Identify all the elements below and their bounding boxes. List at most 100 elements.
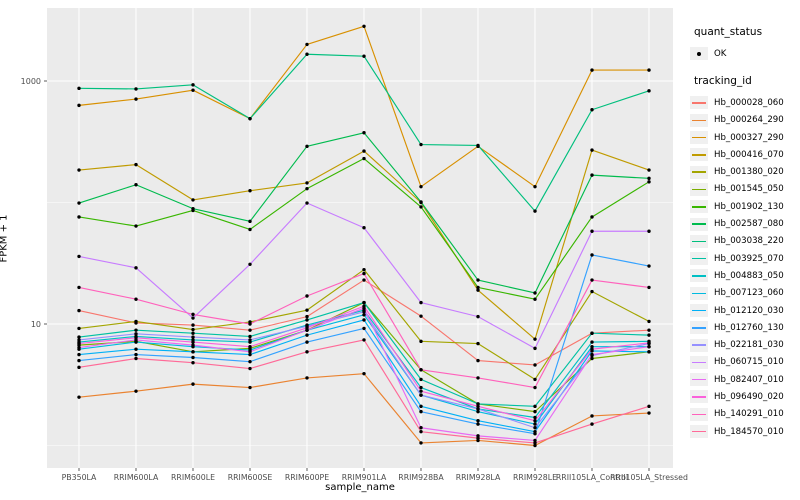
data-point [533, 441, 537, 445]
data-point [362, 326, 366, 331]
data-point [647, 285, 651, 290]
legend: quant_status OK tracking_id Hb_000028_06… [690, 26, 800, 440]
data-point [476, 404, 480, 409]
data-point [305, 326, 309, 330]
data-point [77, 285, 81, 290]
data-point [476, 402, 480, 406]
data-point [191, 206, 195, 211]
data-point [248, 334, 252, 339]
data-point [533, 297, 537, 301]
legend-item[interactable]: Hb_004883_050 [690, 267, 800, 284]
data-point [77, 86, 81, 91]
data-point [476, 341, 480, 346]
data-point [191, 343, 195, 347]
legend-key-box [690, 286, 708, 300]
legend-item-label: Hb_082407_010 [714, 374, 784, 385]
x-tick-label: RRIM928BA [398, 473, 444, 482]
legend-item[interactable]: Hb_007123_060 [690, 285, 800, 302]
data-point [419, 429, 423, 434]
legend-item[interactable]: Hb_022181_030 [690, 336, 800, 353]
data-point [590, 108, 594, 112]
legend-color-line [692, 206, 706, 208]
data-point [134, 356, 138, 361]
legend-item-label: Hb_184570_010 [714, 426, 784, 437]
legend-item[interactable]: Hb_003925_070 [690, 250, 800, 267]
legend-color-line [692, 378, 706, 381]
legend-item[interactable]: Hb_000264_290 [690, 112, 800, 129]
legend-item[interactable]: Hb_012760_130 [690, 319, 800, 336]
data-point [647, 411, 651, 415]
legend-key-box [690, 234, 708, 248]
data-point [419, 368, 423, 372]
legend-item[interactable]: Hb_000416_070 [690, 146, 800, 163]
data-point [191, 340, 195, 344]
x-tick-label: RRIM600LE [171, 473, 215, 482]
legend-color-line [692, 344, 706, 346]
data-point [590, 173, 594, 177]
legend-item[interactable]: Hb_000028_060 [690, 94, 800, 111]
legend-item[interactable]: Hb_140291_010 [690, 406, 800, 423]
data-point [362, 156, 366, 161]
data-point [533, 432, 537, 436]
data-point [647, 264, 651, 268]
legend-color-line [692, 240, 706, 243]
x-axis-title: sample_name [325, 482, 395, 493]
data-point [134, 297, 138, 301]
legend-key-box [690, 355, 708, 369]
data-point [419, 184, 423, 189]
legend-item-label: Hb_000416_070 [714, 149, 784, 160]
legend-item[interactable]: Hb_001902_130 [690, 198, 800, 215]
data-point [647, 350, 651, 354]
legend-key-box [690, 182, 708, 196]
legend-item[interactable]: Hb_000327_290 [690, 129, 800, 146]
legend-item[interactable]: Hb_001380_020 [690, 163, 800, 180]
data-point [134, 224, 138, 228]
data-point [134, 389, 138, 393]
data-point [134, 97, 138, 101]
legend-key-box [690, 131, 708, 145]
legend-item[interactable]: Hb_096490_020 [690, 388, 800, 405]
data-point [77, 215, 81, 219]
data-point [419, 300, 423, 305]
data-point [590, 356, 594, 361]
data-point [305, 333, 309, 337]
legend-key-box [690, 321, 708, 335]
legend-item[interactable]: Hb_184570_010 [690, 423, 800, 440]
legend-item[interactable]: Hb_001545_050 [690, 181, 800, 198]
legend-color-line [692, 396, 706, 398]
legend-item[interactable]: Hb_082407_010 [690, 371, 800, 388]
data-point [362, 271, 366, 276]
point-symbol-icon [697, 51, 701, 56]
legend-key-box [690, 165, 708, 179]
legend-item-label: Hb_096490_020 [714, 391, 784, 402]
data-point [191, 83, 195, 87]
data-point [533, 422, 537, 426]
data-point [77, 365, 81, 370]
legend-item-label: OK [714, 48, 727, 59]
data-point [362, 149, 366, 153]
legend-item-label: Hb_022181_030 [714, 340, 784, 351]
data-point [533, 409, 537, 414]
data-point [533, 438, 537, 443]
legend-item[interactable]: Hb_002587_080 [690, 215, 800, 232]
legend-color-line [692, 154, 706, 156]
data-point [647, 176, 651, 181]
data-point [191, 316, 195, 320]
legend-item-quant-ok[interactable]: OK [690, 45, 800, 62]
data-point [419, 441, 423, 445]
data-point [476, 409, 480, 414]
data-point [647, 345, 651, 349]
data-point [476, 143, 480, 148]
x-tick-label: RRIM600SE [228, 473, 273, 482]
data-point [248, 328, 252, 332]
data-point [476, 358, 480, 363]
x-tick-label: RRIM600LA [114, 473, 159, 482]
data-point [533, 418, 537, 423]
data-point [191, 335, 195, 339]
legend-item-label: Hb_001380_020 [714, 167, 784, 178]
legend-item[interactable]: Hb_060715_010 [690, 354, 800, 371]
legend-item[interactable]: Hb_003038_220 [690, 233, 800, 250]
data-point [533, 385, 537, 390]
legend-item[interactable]: Hb_012120_030 [690, 302, 800, 319]
